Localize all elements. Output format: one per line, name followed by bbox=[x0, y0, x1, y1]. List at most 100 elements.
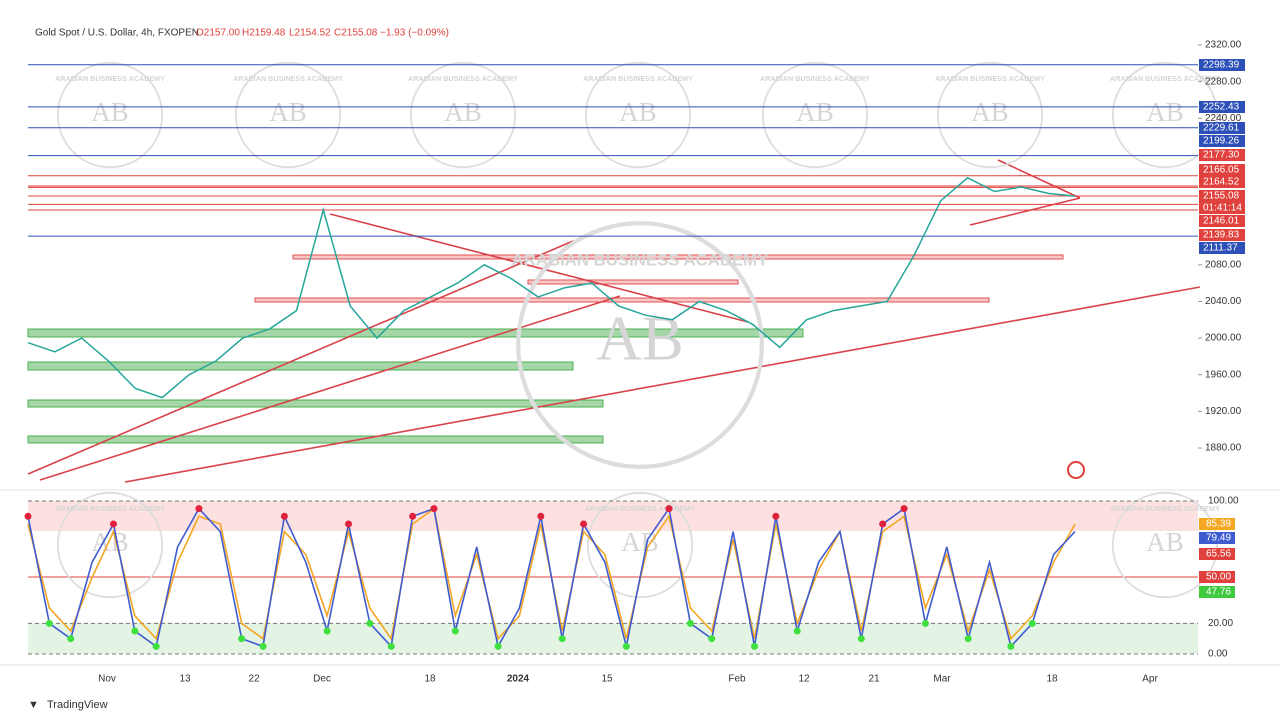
y-tick-label: 1920.00 bbox=[1205, 406, 1242, 417]
x-tick-label: Nov bbox=[98, 674, 116, 685]
signal-dot bbox=[558, 635, 566, 643]
level-label: 2252.43 bbox=[1203, 102, 1240, 113]
signal-dot bbox=[409, 512, 417, 520]
level-label: 2166.05 bbox=[1203, 165, 1240, 176]
signal-dot bbox=[1028, 619, 1036, 627]
level-tag bbox=[1199, 59, 1245, 71]
readout-tag bbox=[1199, 586, 1235, 598]
y-tick-label: 2240.00 bbox=[1205, 113, 1242, 124]
level-tag bbox=[1199, 135, 1245, 147]
signal-dot bbox=[131, 627, 139, 635]
x-tick-label: Dec bbox=[313, 674, 331, 685]
resistance-zone bbox=[292, 254, 1064, 260]
zones bbox=[27, 254, 1064, 444]
watermark-ring bbox=[586, 491, 694, 599]
signal-dot bbox=[387, 642, 395, 650]
watermark-brand: ARABIAN BUSINESS ACADEMY bbox=[1110, 74, 1220, 83]
level-tag bbox=[1199, 101, 1245, 113]
watermark-brand: ARABIAN BUSINESS ACADEMY bbox=[55, 504, 165, 513]
watermark-brand: ARABIAN BUSINESS ACADEMY bbox=[1110, 504, 1220, 513]
level-tag bbox=[1199, 122, 1245, 134]
level-tag bbox=[1199, 149, 1245, 161]
watermark-brand: ARABIAN BUSINESS ACADEMY bbox=[583, 74, 693, 83]
y-tick-label: 0.00 bbox=[1208, 649, 1228, 660]
watermark-ring bbox=[409, 61, 517, 169]
y-tick-label: 20.00 bbox=[1208, 618, 1233, 629]
ohlc-change: −1.93 (−0.09%) bbox=[380, 28, 449, 39]
watermark-brand: ARABIAN BUSINESS ACADEMY bbox=[935, 74, 1045, 83]
signal-dot bbox=[622, 642, 630, 650]
watermark-logo: AB bbox=[269, 97, 307, 127]
watermark-logo: AB bbox=[971, 97, 1009, 127]
readout-label: 79.49 bbox=[1206, 533, 1231, 544]
watermark-brand: ARABIAN BUSINESS ACADEMY bbox=[55, 74, 165, 83]
level-label: 2229.61 bbox=[1203, 123, 1240, 134]
trendline bbox=[124, 286, 1201, 483]
watermark-ring bbox=[761, 61, 869, 169]
readout-tag bbox=[1199, 571, 1235, 583]
resistance-zone bbox=[527, 279, 739, 285]
event-icon[interactable] bbox=[1067, 461, 1085, 479]
trendline bbox=[329, 213, 749, 323]
signal-dot bbox=[857, 635, 865, 643]
level-label: 2155.08 bbox=[1203, 191, 1240, 202]
signal-dot bbox=[900, 505, 908, 513]
x-tick-label: 2024 bbox=[507, 674, 530, 685]
level-tag bbox=[1199, 215, 1245, 227]
watermark-ring bbox=[1111, 61, 1219, 169]
readout-label: 65.56 bbox=[1206, 549, 1231, 560]
level-label: 2139.83 bbox=[1203, 230, 1240, 241]
countdown-tag bbox=[1199, 202, 1245, 214]
watermark-logo: AB bbox=[91, 97, 129, 127]
support-zone bbox=[27, 435, 604, 444]
trendline bbox=[969, 197, 1081, 226]
watermark-logo: AB bbox=[1146, 527, 1184, 557]
y-tick-label: 2320.00 bbox=[1205, 40, 1242, 51]
signal-dot bbox=[537, 512, 545, 520]
overbought-band bbox=[28, 501, 1198, 531]
level-label: 2177.30 bbox=[1203, 150, 1240, 161]
signal-dot bbox=[708, 635, 716, 643]
x-tick-label: 12 bbox=[798, 674, 810, 685]
countdown: 01:41:14 bbox=[1203, 203, 1242, 214]
signal-dot bbox=[366, 619, 374, 627]
price-line bbox=[27, 176, 1076, 399]
x-tick-label: Mar bbox=[933, 674, 951, 685]
watermark-ring bbox=[234, 61, 342, 169]
signal-dot bbox=[879, 520, 887, 528]
readout-label: 85.39 bbox=[1206, 519, 1231, 530]
watermark-ring bbox=[56, 491, 164, 599]
signal-dot bbox=[238, 635, 246, 643]
symbol: Gold Spot / U.S. Dollar, 4h, FXOPEN bbox=[35, 28, 199, 39]
x-tick-label: 22 bbox=[248, 674, 260, 685]
oversold-band bbox=[28, 623, 1198, 654]
trendline bbox=[997, 159, 1081, 199]
signal-dot bbox=[451, 627, 459, 635]
watermark-logo: AB bbox=[444, 97, 482, 127]
trendline bbox=[27, 240, 574, 475]
ohlc-low: L2154.52 bbox=[289, 28, 331, 39]
level-label: 2298.39 bbox=[1203, 60, 1240, 71]
readout-tag bbox=[1199, 548, 1235, 560]
level-label: 2199.26 bbox=[1203, 136, 1240, 147]
trendlines bbox=[27, 159, 1201, 483]
y-tick-label: 1880.00 bbox=[1205, 443, 1242, 454]
ohlc-open: O2157.00 bbox=[196, 28, 240, 39]
watermark-logo: AB bbox=[619, 97, 657, 127]
readout-label: 50.00 bbox=[1206, 572, 1231, 583]
watermark-ring bbox=[1111, 491, 1219, 599]
level-label: 2164.52 bbox=[1203, 177, 1240, 188]
level-tag bbox=[1199, 190, 1245, 202]
resistance-zone bbox=[254, 297, 990, 303]
signal-dot bbox=[964, 635, 972, 643]
signal-dot bbox=[195, 505, 203, 513]
watermark-logo: AB bbox=[596, 303, 684, 373]
signal-dot bbox=[67, 635, 75, 643]
signal-dot bbox=[772, 512, 780, 520]
x-tick-label: 21 bbox=[868, 674, 880, 685]
signal-dot bbox=[109, 520, 117, 528]
readout-tag bbox=[1199, 532, 1235, 544]
x-tick-label: 18 bbox=[424, 674, 436, 685]
watermark-ring bbox=[584, 61, 692, 169]
readout-tag bbox=[1199, 518, 1235, 530]
